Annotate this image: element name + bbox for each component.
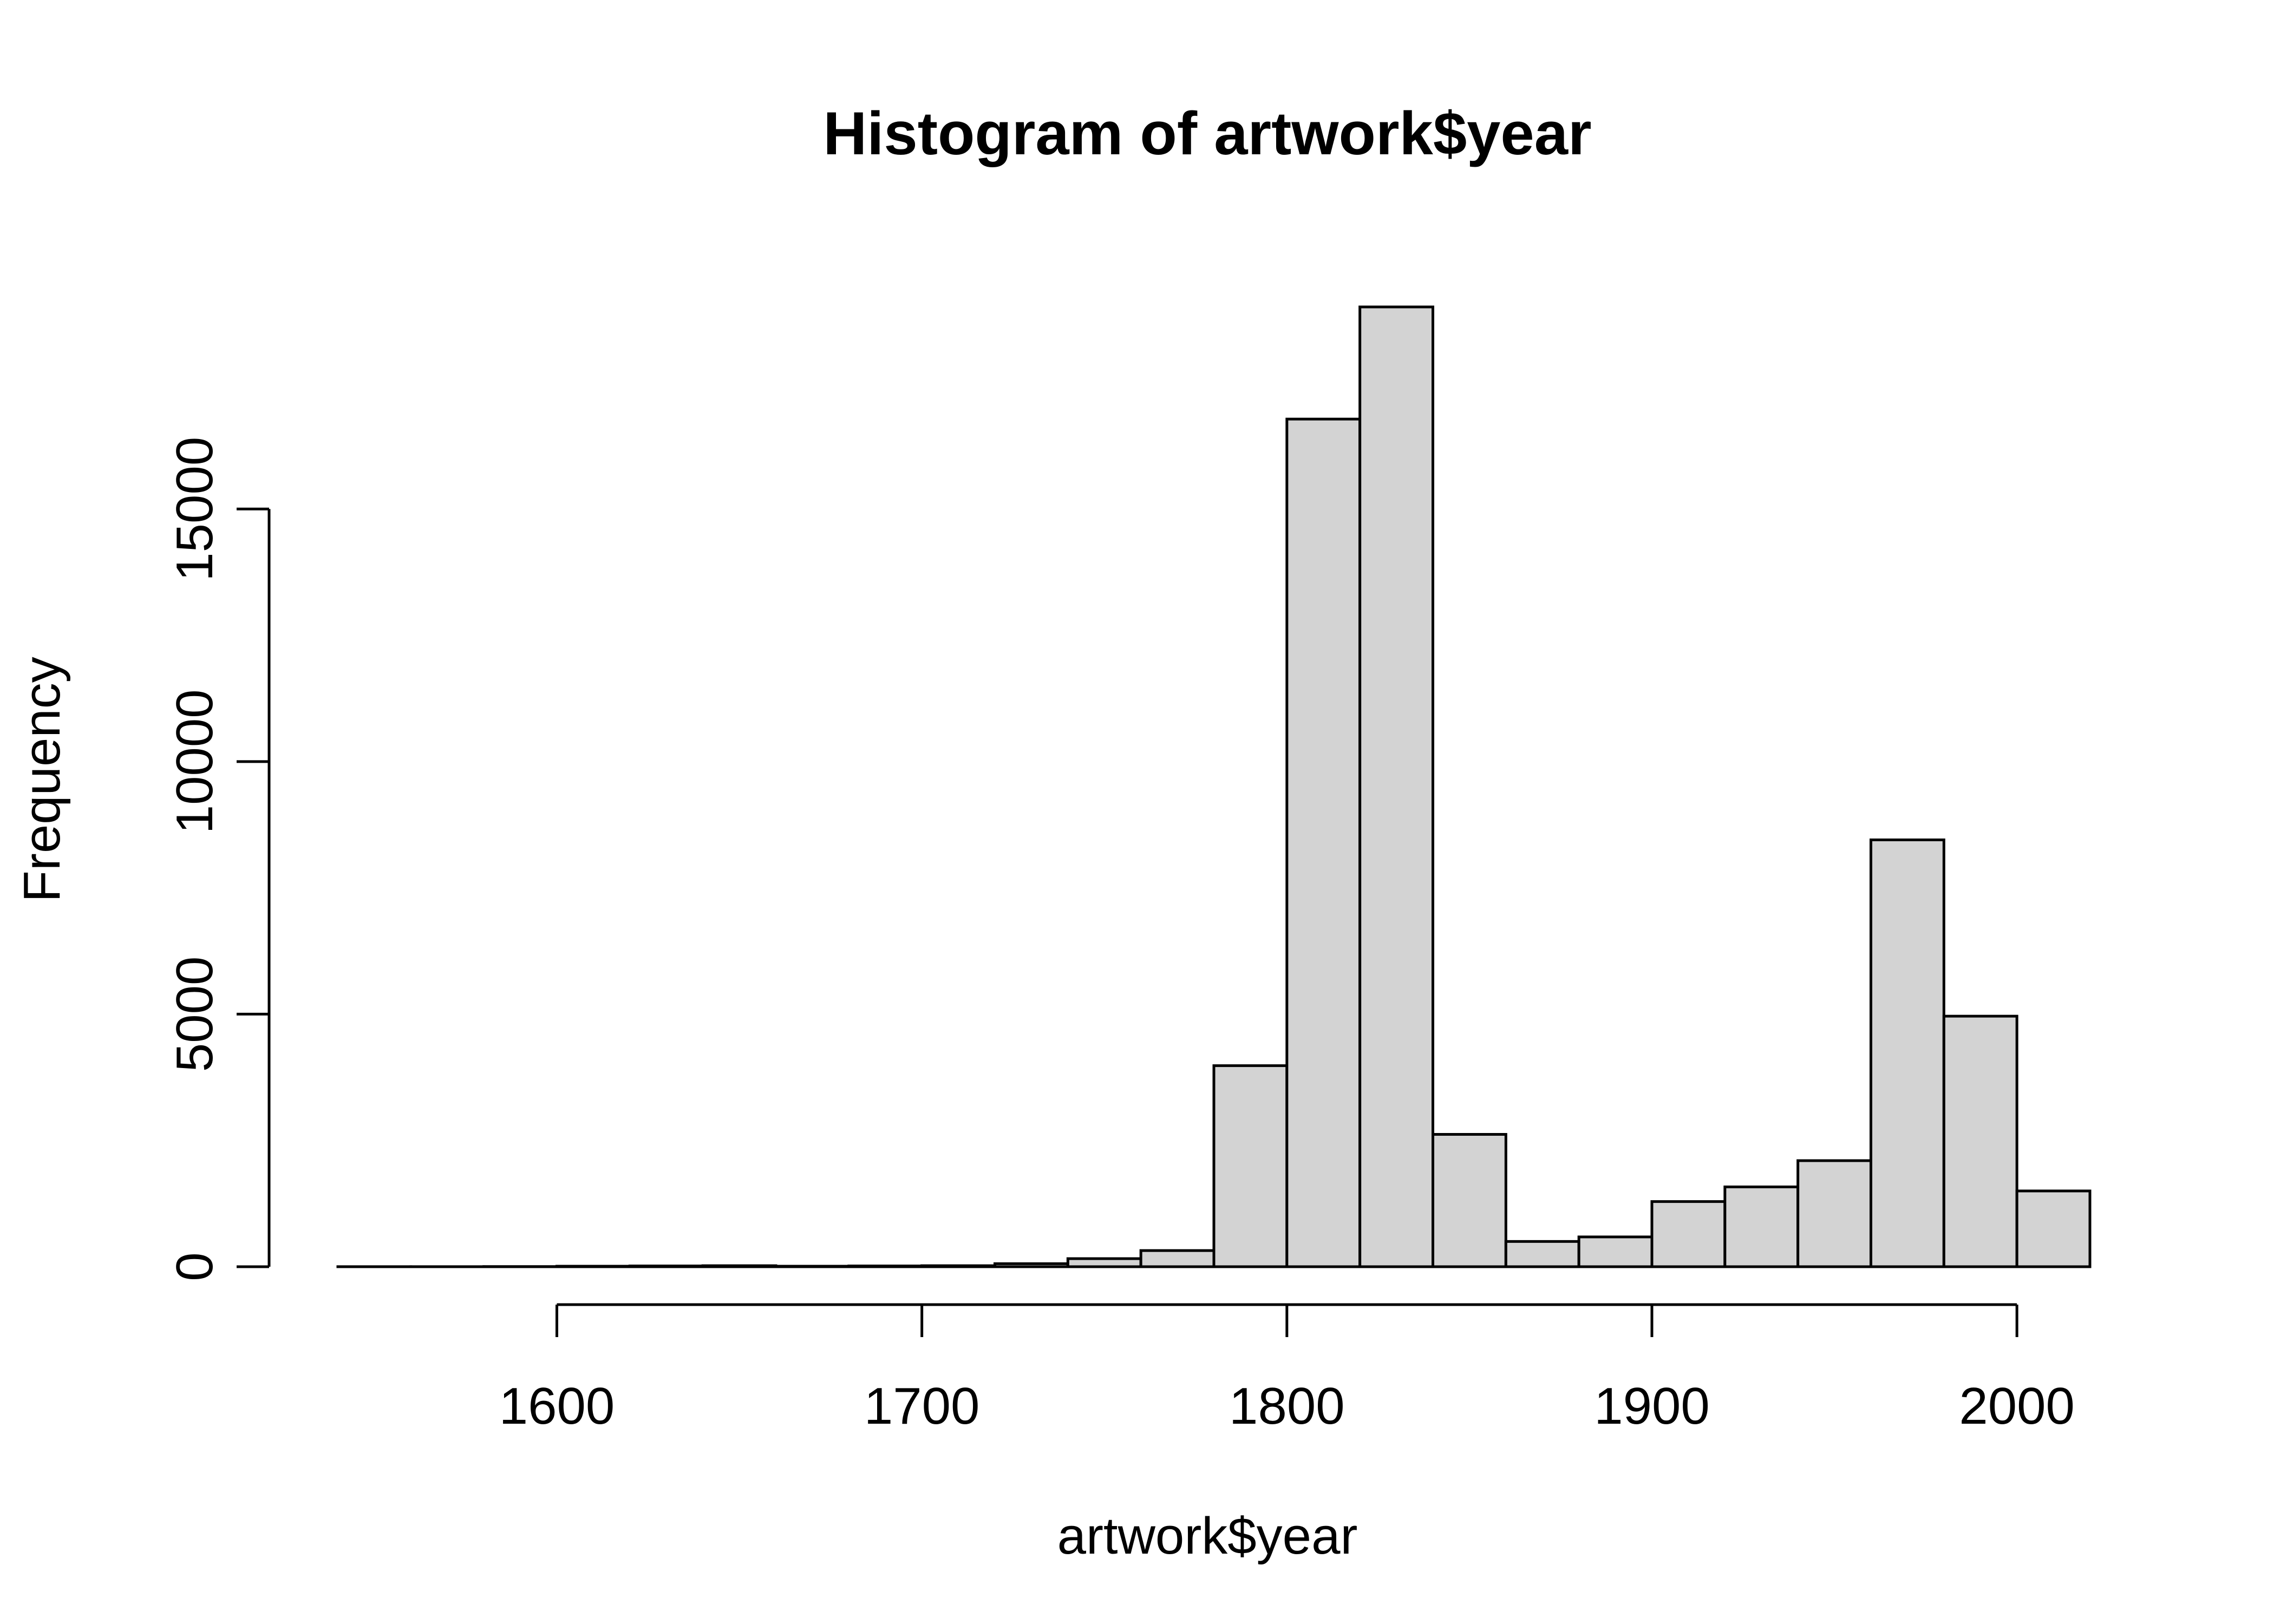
y-axis: 0 5000 10000 15000 bbox=[166, 437, 271, 1281]
y-tick-label: 10000 bbox=[166, 689, 224, 834]
histogram-bar bbox=[774, 1265, 851, 1268]
histogram-bar bbox=[1212, 1064, 1289, 1268]
histogram-bar bbox=[1285, 417, 1362, 1268]
histogram-bar bbox=[1432, 1133, 1507, 1268]
histogram-bar bbox=[1358, 305, 1435, 1268]
chart-title: Histogram of artwork$year bbox=[823, 100, 1591, 167]
histogram-bar bbox=[1650, 1200, 1727, 1268]
histogram-bars bbox=[336, 305, 2092, 1268]
histogram-bar bbox=[1066, 1257, 1142, 1268]
x-axis: 1600 1700 1800 1900 2000 bbox=[499, 1303, 2075, 1435]
histogram-bar bbox=[556, 1265, 631, 1268]
histogram-bar bbox=[1723, 1186, 1800, 1268]
histogram-bar bbox=[1139, 1249, 1216, 1268]
histogram-bar bbox=[920, 1264, 996, 1268]
histogram-bar bbox=[628, 1265, 704, 1268]
x-tick-label: 1600 bbox=[499, 1377, 615, 1435]
y-tick-label: 15000 bbox=[166, 437, 224, 581]
histogram-bar bbox=[2015, 1189, 2092, 1268]
histogram-bar bbox=[847, 1265, 924, 1268]
histogram-bar bbox=[1504, 1240, 1580, 1268]
x-tick-label: 1700 bbox=[864, 1377, 980, 1435]
x-tick-label: 2000 bbox=[1959, 1377, 2075, 1435]
y-axis-label: Frequency bbox=[13, 657, 71, 902]
histogram-bar bbox=[701, 1264, 777, 1268]
y-tick-label: 5000 bbox=[166, 957, 224, 1072]
histogram-bar bbox=[1942, 1014, 2018, 1268]
histogram-bar bbox=[1796, 1159, 1873, 1268]
histogram-bar bbox=[1577, 1235, 1654, 1268]
y-tick-label: 0 bbox=[166, 1252, 224, 1281]
x-axis-label: artwork$year bbox=[1057, 1507, 1358, 1565]
histogram-bar bbox=[994, 1262, 1069, 1268]
x-tick-label: 1900 bbox=[1594, 1377, 1710, 1435]
x-tick-label: 1800 bbox=[1229, 1377, 1345, 1435]
histogram-bar bbox=[1870, 838, 1945, 1268]
